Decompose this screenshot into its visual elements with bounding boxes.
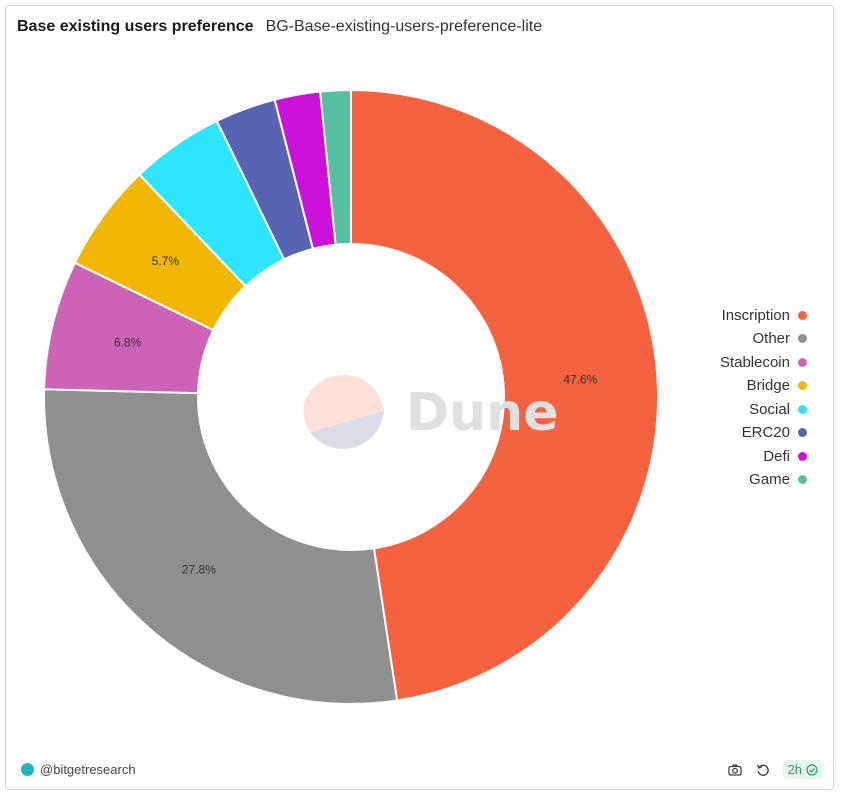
legend-label: ERC20 [741,424,790,442]
slice-inscription[interactable] [350,88,659,702]
slice-label-stablecoin: 6.8% [114,336,142,350]
camera-icon[interactable] [727,762,743,778]
refresh-age: 2h [787,762,802,777]
author-name: @bitgetresearch [40,762,136,777]
legend-item-other[interactable]: Other [752,330,807,349]
chart-title: Base existing users preference [17,18,254,35]
legend-label: Social [749,400,790,418]
dune-watermark: Dune [303,374,558,449]
legend-item-bridge[interactable]: Bridge [747,377,807,396]
legend-label: Other [752,330,790,348]
legend-item-game[interactable]: Game [749,471,807,490]
author-avatar-icon [21,763,34,776]
watermark-text: Dune [406,383,558,443]
legend-label: Game [749,471,790,489]
chart-card: Base existing users preference BG-Base-e… [5,5,834,790]
slice-other[interactable] [43,388,399,705]
legend-swatch [798,451,807,461]
legend-label: Stablecoin [719,353,790,371]
slice-label-other: 27.8% [182,563,216,577]
donut-chart: 47.6% 27.8% 6.8% 5.7% Dune [43,88,659,705]
chart-legend: Inscription Other Stablecoin Bridge Social ER… [720,306,807,489]
legend-label: Bridge [746,377,790,395]
legend-item-stablecoin[interactable]: Stablecoin [720,353,807,372]
legend-swatch [798,357,807,367]
legend-swatch [798,475,807,485]
legend-label: Inscription [721,306,790,324]
slice-game[interactable] [319,88,352,246]
legend-item-defi[interactable]: Defi [763,447,807,466]
chart-header: Base existing users preference BG-Base-e… [17,18,542,36]
refresh-age-badge[interactable]: 2h [782,760,823,779]
author-link[interactable]: @bitgetresearch [21,762,136,777]
slice-label-bridge: 5.7% [152,254,180,268]
slice-label-inscription: 47.6% [563,373,597,387]
legend-item-inscription[interactable]: Inscription [722,306,807,325]
chart-actions: 2h [727,760,823,779]
dune-logo-icon [303,374,384,449]
check-circle-icon [806,763,818,776]
legend-swatch [798,404,807,414]
legend-swatch [798,334,807,344]
legend-item-social[interactable]: Social [749,400,807,419]
chart-subtitle: BG-Base-existing-users-preference-lite [265,18,543,35]
legend-swatch [798,310,807,320]
legend-item-erc20[interactable]: ERC20 [742,424,807,443]
refresh-icon[interactable] [755,762,771,778]
legend-label: Defi [763,447,790,465]
legend-swatch [798,381,807,391]
legend-swatch [798,428,807,438]
